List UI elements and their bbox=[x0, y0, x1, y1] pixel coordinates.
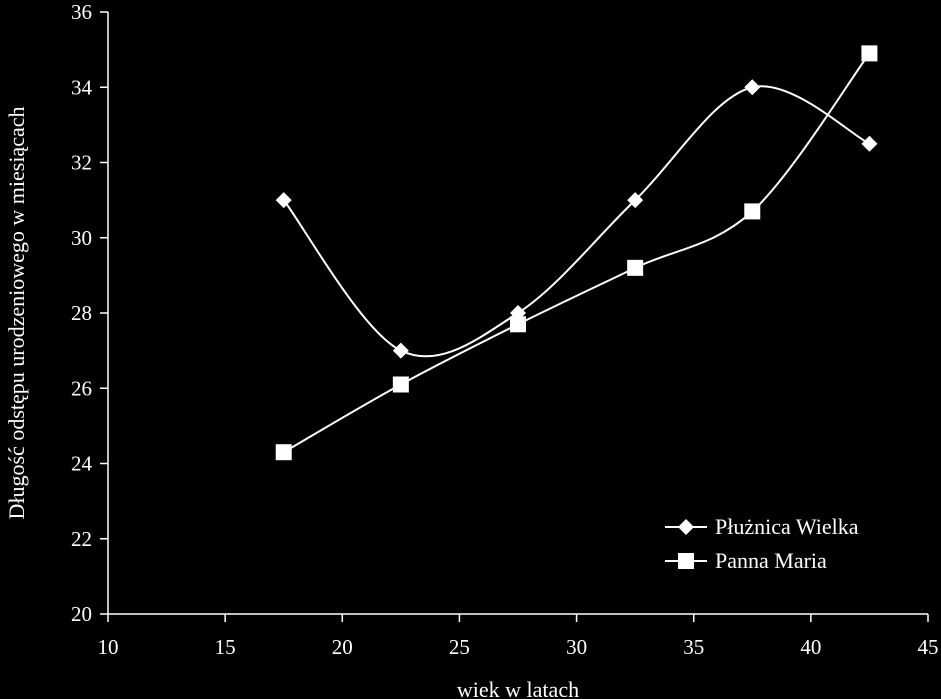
data-point-square bbox=[275, 444, 292, 461]
series-diamond bbox=[275, 79, 878, 359]
x-tick-label: 10 bbox=[98, 635, 119, 659]
series-line bbox=[283, 52, 871, 454]
series-square bbox=[275, 45, 878, 461]
series-layer bbox=[275, 45, 878, 461]
y-tick-label: 22 bbox=[71, 527, 92, 551]
data-point-diamond bbox=[392, 342, 409, 359]
y-tick-label: 26 bbox=[71, 376, 92, 400]
x-tick-label: 20 bbox=[332, 635, 353, 659]
legend-marker-square bbox=[678, 553, 694, 569]
x-tick-label: 30 bbox=[566, 635, 587, 659]
y-tick-label: 32 bbox=[71, 151, 92, 175]
data-point-square bbox=[861, 45, 878, 62]
legend-item: Płużnica Wielka bbox=[665, 514, 859, 539]
legend: Płużnica Wielka Panna Maria bbox=[665, 514, 859, 573]
y-tick-label: 36 bbox=[71, 0, 92, 24]
legend-label: Płużnica Wielka bbox=[715, 514, 859, 539]
data-point-diamond bbox=[861, 135, 878, 152]
y-axis-title: Długość odstępu urodzeniowego w miesiąca… bbox=[4, 107, 29, 520]
axes: 20 22 24 26 28 30 32 34 36 10 15 20 25 30 35 40 45 bbox=[71, 0, 939, 659]
y-tick-label: 34 bbox=[71, 75, 93, 99]
legend-marker-diamond bbox=[678, 519, 694, 535]
y-tick-label: 20 bbox=[71, 602, 92, 626]
legend-item: Panna Maria bbox=[665, 548, 827, 573]
x-axis-title: wiek w latach bbox=[457, 677, 579, 699]
data-point-square bbox=[392, 376, 409, 393]
series-line bbox=[282, 85, 870, 358]
y-tick-label: 28 bbox=[71, 301, 92, 325]
x-tick-label: 40 bbox=[800, 635, 821, 659]
x-tick-label: 25 bbox=[449, 635, 470, 659]
legend-label: Panna Maria bbox=[715, 548, 827, 573]
data-point-diamond bbox=[275, 192, 292, 209]
data-point-square bbox=[627, 259, 644, 276]
y-tick-label: 24 bbox=[71, 452, 93, 476]
x-tick-label: 45 bbox=[918, 635, 939, 659]
x-tick-label: 35 bbox=[683, 635, 704, 659]
data-point-diamond bbox=[744, 79, 761, 96]
data-point-square bbox=[744, 203, 761, 220]
x-tick-label: 15 bbox=[215, 635, 236, 659]
y-tick-label: 30 bbox=[71, 226, 92, 250]
data-point-square bbox=[510, 316, 526, 333]
data-point-diamond bbox=[627, 192, 644, 209]
